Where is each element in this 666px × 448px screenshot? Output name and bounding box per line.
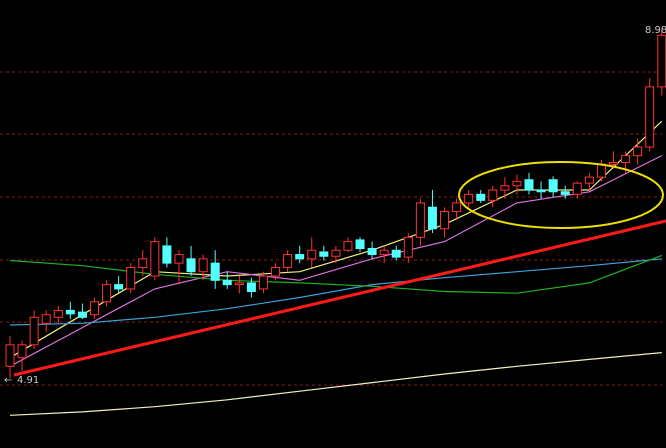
candle-body [488, 189, 498, 201]
candle-body [440, 211, 450, 230]
low-arrow: ← [4, 375, 12, 386]
candle-body [645, 86, 655, 148]
candle-body [198, 258, 208, 273]
candle-body [65, 309, 75, 315]
candle-body [246, 282, 256, 293]
candle-body [102, 284, 112, 303]
candle-body [210, 262, 220, 281]
candle-body [536, 189, 546, 193]
candle-body [500, 185, 510, 191]
candle-body [355, 239, 365, 250]
high-label: 8.98 [645, 25, 666, 36]
candle-body [415, 202, 425, 238]
candle-body [572, 182, 582, 195]
candle-body [89, 301, 99, 316]
candle-body [621, 155, 631, 164]
candle-body [464, 193, 474, 204]
candle-body [379, 249, 389, 256]
candle-body [41, 314, 51, 324]
plot [5, 28, 666, 416]
candle-body [138, 258, 148, 268]
candle-body [524, 179, 534, 191]
candle-body [403, 236, 413, 258]
candle-body [512, 180, 522, 187]
candle-body [295, 254, 305, 260]
candle-body [452, 202, 462, 213]
low-label: 4.91 [17, 375, 39, 386]
candle-body [126, 266, 136, 290]
candle-body [5, 344, 15, 367]
candle-body [150, 241, 160, 277]
candle-body [271, 266, 281, 277]
candle-body [609, 162, 618, 165]
candle-body [162, 245, 172, 264]
candle-body [391, 249, 401, 258]
candle-body [367, 248, 377, 256]
candle-body [283, 254, 293, 268]
candle-body [77, 311, 87, 318]
candle-body [476, 193, 486, 201]
candle-body [331, 249, 341, 257]
candle-body [234, 282, 244, 286]
candle-body [560, 191, 570, 195]
candle-body [427, 206, 437, 230]
panel-dividers [0, 71, 662, 386]
candle-body [548, 179, 558, 193]
candle-body [114, 284, 124, 290]
candle-body [222, 279, 232, 286]
candle-body [53, 309, 63, 318]
candle-body [319, 251, 329, 257]
candle-body [17, 344, 27, 359]
candle-body [29, 316, 39, 346]
trend-line [13, 219, 666, 377]
candle-body [307, 249, 317, 260]
candle-body [584, 176, 594, 184]
candle-body [186, 258, 196, 273]
ma-line [9, 258, 662, 326]
highlight-ellipse [458, 161, 664, 229]
candle-body [174, 254, 184, 264]
ma-line [9, 155, 663, 367]
ma-line [9, 254, 663, 294]
candle-body [258, 275, 268, 290]
candle-body [596, 163, 606, 178]
candle-body [657, 34, 666, 88]
candle-body [633, 146, 643, 157]
candle-body [343, 241, 353, 251]
ma-line [9, 352, 662, 416]
